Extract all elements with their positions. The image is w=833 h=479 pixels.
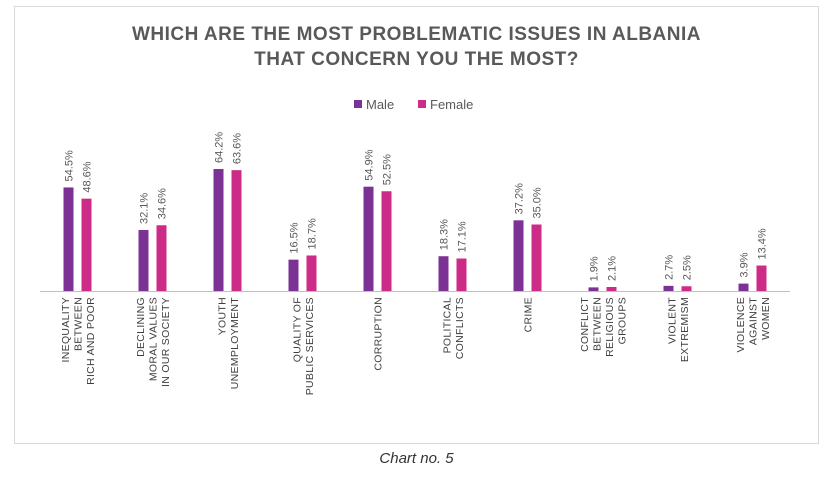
chart-title: WHICH ARE THE MOST PROBLEMATIC ISSUES IN… xyxy=(0,22,833,72)
category-label-9-line-1: AGAINST xyxy=(748,297,760,345)
bar-male-9 xyxy=(738,283,749,291)
value-label-male-8: 2.7% xyxy=(664,255,676,280)
value-label-female-0: 48.6% xyxy=(82,161,94,192)
category-label-1-line-0: DECLINING xyxy=(135,297,147,357)
value-label-female-7: 2.1% xyxy=(607,256,619,281)
category-label-2-line-1: UNEMPLOYMENT xyxy=(229,297,241,390)
value-label-female-2: 63.6% xyxy=(232,133,244,164)
category-label-1: DECLINING MORAL VALUES IN OUR SOCIETY xyxy=(135,297,172,387)
value-label-male-7: 1.9% xyxy=(589,256,601,281)
bar-male-2 xyxy=(213,169,224,291)
category-label-7-line-3: GROUPS xyxy=(616,297,628,344)
value-label-male-3: 16.5% xyxy=(289,222,301,253)
category-label-3-line-0: QUALITY OF xyxy=(291,297,303,362)
bar-male-7 xyxy=(588,287,599,291)
bar-female-1 xyxy=(156,225,167,291)
category-label-7-line-1: BETWEEN xyxy=(591,297,603,351)
category-label-6: CRIME xyxy=(523,297,535,332)
category-label-8: VIOLENT EXTREMISM xyxy=(666,297,691,362)
category-label-7-line-2: RELIGIOUS xyxy=(604,297,616,357)
chart-title-line-1: WHICH ARE THE MOST PROBLEMATIC ISSUES IN… xyxy=(131,24,702,45)
bar-female-5 xyxy=(456,258,467,291)
category-label-3-line-1: PUBLIC SERVICES xyxy=(304,297,316,395)
bar-male-6 xyxy=(513,220,524,291)
category-label-0-line-0: INEQUALITY xyxy=(60,297,72,362)
bar-male-1 xyxy=(138,230,149,291)
category-label-4-line-0: CORRUPTION xyxy=(373,297,385,371)
value-label-male-4: 54.9% xyxy=(364,149,376,180)
category-label-1-line-2: IN OUR SOCIETY xyxy=(160,297,172,387)
value-label-female-5: 17.1% xyxy=(457,221,469,252)
bar-female-9 xyxy=(756,265,767,291)
bar-female-4 xyxy=(381,191,392,291)
value-label-female-3: 18.7% xyxy=(307,218,319,249)
value-label-female-8: 2.5% xyxy=(682,255,694,280)
value-label-male-0: 54.5% xyxy=(64,150,76,181)
category-label-7-line-0: CONFLICT xyxy=(579,297,591,352)
category-label-2-line-0: YOUTH xyxy=(216,297,228,335)
category-label-9-line-0: VIOLENCE xyxy=(735,297,747,353)
category-label-0-line-1: BETWEEN xyxy=(73,297,85,351)
category-label-4: CORRUPTION xyxy=(373,297,385,371)
value-label-male-6: 37.2% xyxy=(514,183,526,214)
value-label-female-4: 52.5% xyxy=(382,154,394,185)
bar-female-2 xyxy=(231,170,242,291)
category-label-7: CONFLICT BETWEEN RELIGIOUS GROUPS xyxy=(579,297,629,357)
chart-frame xyxy=(14,6,819,444)
category-label-5: POLITICAL CONFLICTS xyxy=(441,297,466,359)
bar-male-0 xyxy=(63,187,74,291)
chart-caption: Chart no. 5 xyxy=(379,450,454,467)
category-label-6-line-0: CRIME xyxy=(523,297,535,332)
category-label-3: QUALITY OF PUBLIC SERVICES xyxy=(291,297,316,395)
value-label-female-1: 34.6% xyxy=(157,188,169,219)
legend-swatch-male xyxy=(354,100,362,108)
legend-label-male: Male xyxy=(366,97,394,112)
bar-male-3 xyxy=(288,259,299,291)
chart-title-line-2: THAT CONCERN YOU THE MOST? xyxy=(254,49,579,70)
bar-male-5 xyxy=(438,256,449,291)
bar-female-6 xyxy=(531,224,542,291)
category-label-0-line-2: RICH AND POOR xyxy=(85,297,97,385)
bar-male-8 xyxy=(663,285,674,291)
category-label-5-line-1: CONFLICTS xyxy=(454,297,466,359)
bar-female-7 xyxy=(606,287,617,291)
category-label-8-line-1: EXTREMISM xyxy=(679,297,691,362)
value-label-female-9: 13.4% xyxy=(757,228,769,259)
legend-swatch-female xyxy=(418,100,426,108)
category-label-0: INEQUALITY BETWEEN RICH AND POOR xyxy=(60,297,97,385)
category-label-1-line-1: MORAL VALUES xyxy=(148,297,160,381)
value-label-male-9: 3.9% xyxy=(739,252,751,277)
value-label-male-5: 18.3% xyxy=(439,219,451,250)
legend-label-female: Female xyxy=(430,97,473,112)
category-label-8-line-0: VIOLENT xyxy=(666,297,678,344)
category-label-9: VIOLENCE AGAINST WOMEN xyxy=(735,297,772,353)
value-label-male-1: 32.1% xyxy=(139,193,151,224)
value-label-female-6: 35.0% xyxy=(532,187,544,218)
value-label-male-2: 64.2% xyxy=(214,132,226,163)
category-label-5-line-0: POLITICAL xyxy=(441,297,453,353)
bar-female-8 xyxy=(681,286,692,291)
bar-male-4 xyxy=(363,186,374,291)
bar-female-3 xyxy=(306,255,317,291)
category-label-9-line-2: WOMEN xyxy=(760,297,772,340)
bar-female-0 xyxy=(81,198,92,291)
category-label-2: YOUTH UNEMPLOYMENT xyxy=(216,297,241,390)
